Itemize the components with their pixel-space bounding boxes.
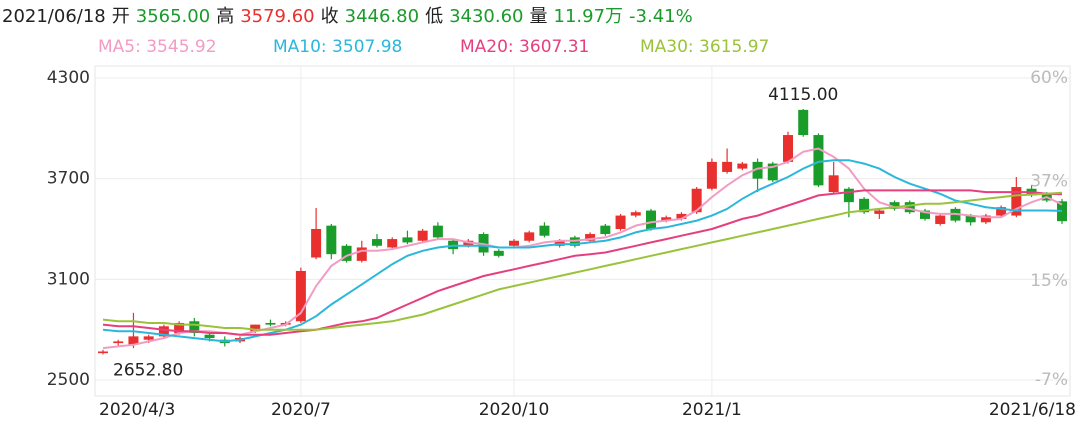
candle-body [417, 230, 428, 241]
candle-body [767, 163, 778, 181]
max-annotation: 4115.00 [768, 85, 838, 105]
x-tick-label: 2020/4/3 [99, 400, 175, 420]
min-annotation: 2652.80 [113, 360, 183, 380]
candle-body [874, 210, 885, 214]
candle-body [676, 213, 687, 219]
candle-body [843, 188, 854, 203]
candle-body [204, 334, 215, 339]
x-tick-label: 2020/7 [271, 400, 331, 420]
candle-body [996, 207, 1007, 216]
candle-body [630, 212, 641, 216]
candle-body [737, 163, 748, 169]
candle-body [250, 324, 261, 332]
candle-body [646, 210, 656, 229]
candle-body [798, 109, 809, 136]
header-item: 3565.00 [136, 6, 210, 27]
candle-body [828, 175, 839, 193]
candle-body [1011, 187, 1022, 216]
candle-body [615, 215, 626, 229]
candle-body [265, 322, 276, 325]
x-tick-label: 2020/10 [479, 400, 550, 420]
candle-body [158, 326, 169, 337]
y2-tick-label: 60% [1030, 68, 1068, 88]
y2-tick-label: 37% [1030, 172, 1068, 192]
plot-frame [94, 65, 1071, 397]
candle-body [813, 135, 824, 186]
candle-body [661, 217, 672, 221]
candle-body [935, 215, 946, 224]
legend-entry: MA20: 3607.31 [460, 37, 589, 57]
header-item: 11.97万 [554, 6, 624, 27]
candle-body [143, 336, 154, 340]
candle-body [889, 202, 900, 209]
header-item: 低 [425, 6, 443, 27]
header-item: -3.41% [629, 6, 693, 27]
candle-body [113, 341, 124, 344]
y-tick-label: 3700 [47, 169, 90, 189]
candle-body [965, 215, 976, 223]
candle-body [524, 232, 535, 241]
candle-body [509, 240, 519, 246]
candle-body [920, 210, 930, 219]
header-item: 高 [216, 6, 234, 27]
candle-body [539, 225, 550, 236]
candle-body [722, 161, 733, 172]
candle-body [585, 234, 596, 241]
y2-tick-label: -7% [1035, 370, 1068, 390]
ma-line [102, 191, 1063, 331]
y-tick-label: 3100 [47, 269, 90, 289]
candle-body [980, 215, 991, 223]
x-tick-label: 2021/1 [682, 400, 742, 420]
legend-entry: MA30: 3615.97 [640, 37, 769, 57]
candle-body [174, 322, 185, 334]
candle-body [706, 161, 717, 189]
ma-line [102, 159, 1063, 343]
header-item: 收 [321, 6, 339, 27]
legend-entry: MA10: 3507.98 [273, 37, 402, 57]
candle-body [600, 225, 611, 235]
candle-body [783, 135, 793, 162]
candle-body [128, 336, 139, 345]
candle-body [341, 245, 352, 261]
header-item: 2021/06/18 [2, 6, 106, 27]
candle-body [691, 188, 702, 213]
ma-line [102, 189, 1063, 336]
candle-body [493, 250, 504, 256]
candle-body [402, 237, 413, 243]
candle-body [311, 229, 322, 258]
header-item: 3446.80 [345, 6, 419, 27]
header-item: 3430.60 [449, 6, 523, 27]
x-tick-label: 2021/6/18 [989, 400, 1076, 420]
y-tick-label: 2500 [47, 370, 90, 390]
y2-tick-label: 15% [1030, 271, 1068, 291]
candle-body [432, 225, 443, 238]
candle-body [1057, 201, 1067, 222]
header-item: 量 [530, 6, 548, 27]
candle-body [98, 351, 108, 354]
header-item: 3579.60 [240, 6, 314, 27]
candle-body [372, 239, 382, 246]
candle-body [387, 239, 398, 248]
candle-body [326, 225, 337, 255]
candle-body [295, 270, 306, 322]
candle-body [752, 161, 763, 179]
candle-body [859, 198, 870, 213]
legend-entry: MA5: 3545.92 [98, 37, 217, 57]
header-item: 开 [112, 6, 130, 27]
candle-body [356, 247, 367, 261]
candle-body [904, 202, 915, 213]
candle-body [189, 321, 200, 334]
y-tick-label: 4300 [47, 68, 90, 88]
